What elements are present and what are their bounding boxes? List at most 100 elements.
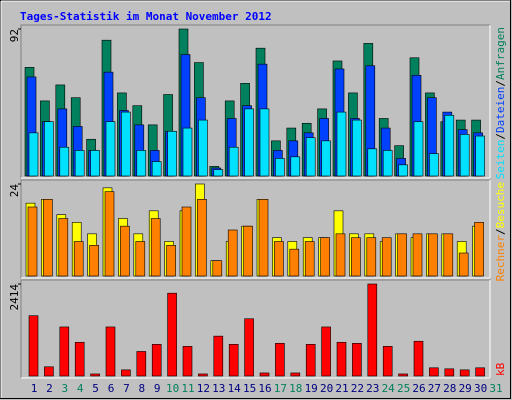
bar <box>150 218 161 277</box>
bar <box>382 346 393 377</box>
bar <box>74 150 85 177</box>
bar <box>352 119 362 177</box>
bar <box>228 343 239 377</box>
bar <box>429 153 439 177</box>
x-tick-label: 26 <box>412 382 425 395</box>
bar <box>44 366 54 377</box>
bar <box>90 150 100 177</box>
bar <box>59 146 70 177</box>
bar <box>336 341 347 377</box>
bar <box>151 161 162 177</box>
bar <box>90 373 100 377</box>
legend-entry: Rechner <box>494 235 507 282</box>
legend-separator: / <box>494 80 507 87</box>
bar <box>212 260 223 277</box>
bar <box>305 137 316 177</box>
bar <box>475 367 485 377</box>
bar <box>367 148 378 177</box>
bar <box>259 372 270 377</box>
bar <box>258 199 269 277</box>
bar <box>43 199 53 277</box>
bar <box>167 130 177 177</box>
legend: Seiten/Dateien/Anfragen <box>494 27 507 179</box>
bar <box>320 237 330 277</box>
x-tick-label: 17 <box>274 382 287 395</box>
bar <box>474 222 484 277</box>
bar <box>58 218 69 277</box>
bar <box>381 237 392 277</box>
x-tick-label: 18 <box>289 382 302 395</box>
bar <box>444 114 455 177</box>
bar <box>443 233 454 277</box>
bar <box>89 245 99 277</box>
bar <box>398 373 408 377</box>
legend-entry: Besuche <box>494 182 507 228</box>
bar <box>243 225 253 277</box>
x-tick-label: 14 <box>228 382 242 395</box>
x-tick-label: 30 <box>474 382 487 395</box>
x-tick-label: 12 <box>197 382 210 395</box>
x-tick-label: 28 <box>443 382 456 395</box>
bar <box>181 206 192 277</box>
bar <box>413 121 424 177</box>
bar <box>336 111 347 177</box>
bar <box>335 233 346 277</box>
x-tick-label: 22 <box>351 382 364 395</box>
legend: Rechner/Besuche <box>494 182 507 281</box>
bar <box>459 134 470 177</box>
x-tick-label: 1 <box>31 382 38 395</box>
bar <box>135 241 146 277</box>
bar <box>28 315 39 377</box>
legend-separator: / <box>494 133 507 140</box>
legend-entry: Seiten <box>494 140 507 180</box>
x-tick-label: 16 <box>258 382 271 395</box>
bar <box>105 121 116 177</box>
x-tick-label: 29 <box>459 382 472 395</box>
legend-entry: Anfragen <box>494 27 507 80</box>
bar <box>197 199 207 277</box>
x-tick-label: 2 <box>46 382 53 395</box>
bar <box>274 241 284 277</box>
chart-title: Tages-Statistik im Monat November 2012 <box>20 10 272 23</box>
bar <box>244 108 254 177</box>
x-tick-label: 23 <box>366 382 379 395</box>
bar <box>213 169 224 177</box>
bar <box>198 119 208 177</box>
bar <box>121 369 131 377</box>
bar <box>136 150 147 177</box>
bar <box>244 318 254 377</box>
bar <box>151 343 162 377</box>
x-tick-label: 6 <box>108 382 115 395</box>
y-tick-label: 24 <box>8 184 21 198</box>
bar <box>182 346 193 377</box>
bar <box>321 326 331 377</box>
bar <box>228 146 239 177</box>
x-tick-label: 27 <box>428 382 441 395</box>
legend-entry: kB <box>494 362 507 376</box>
bar <box>321 140 331 177</box>
bar <box>429 367 439 377</box>
bar <box>290 372 301 377</box>
bar <box>351 237 361 277</box>
bar <box>289 248 300 277</box>
x-tick-label: 13 <box>212 382 225 395</box>
legend: kB <box>494 362 507 376</box>
x-tick-label: 19 <box>305 382 318 395</box>
bar <box>366 237 377 277</box>
x-tick-label: 31 <box>489 382 502 395</box>
bar <box>259 108 270 177</box>
bar <box>444 368 455 377</box>
legend-entry: Dateien <box>494 87 507 133</box>
bar <box>398 164 408 177</box>
x-tick-label: 3 <box>61 382 68 395</box>
x-tick-label: 21 <box>335 382 348 395</box>
bar <box>182 127 193 177</box>
bar <box>167 292 177 377</box>
panel <box>20 279 491 379</box>
bar <box>73 241 84 277</box>
bar <box>198 373 208 377</box>
bar <box>304 241 315 277</box>
bar <box>382 150 393 177</box>
x-tick-label: 20 <box>320 382 333 395</box>
